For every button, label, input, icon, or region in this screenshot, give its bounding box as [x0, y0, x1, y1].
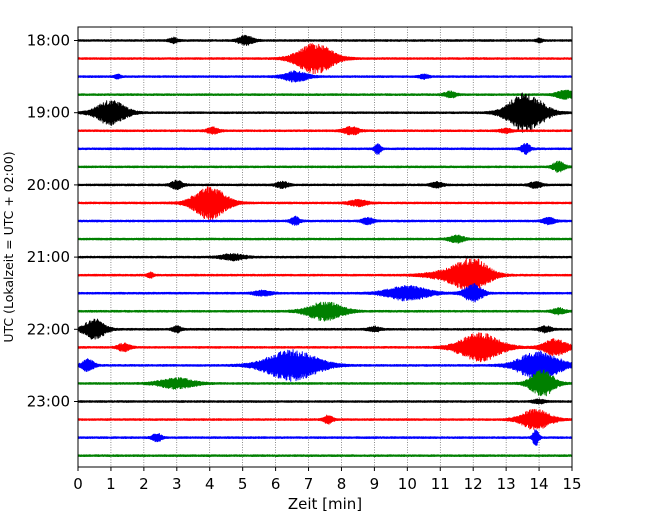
x-tick-label: 12	[464, 475, 483, 493]
trace-2315	[77, 408, 573, 430]
x-tick-label: 2	[139, 475, 149, 493]
plot-frame	[77, 26, 573, 468]
trace-2130	[77, 282, 573, 303]
x-tick-label: 10	[398, 475, 417, 493]
y-tick-label: 22:00	[27, 320, 70, 338]
trace-1815	[77, 43, 573, 75]
trace-1800	[77, 34, 573, 47]
seismic-traces	[77, 34, 573, 458]
vertical-gridlines	[110, 27, 540, 467]
trace-2030	[77, 215, 573, 226]
x-tick-label: 14	[530, 475, 549, 493]
trace-1845	[77, 89, 573, 100]
trace-2215	[77, 332, 573, 363]
x-tick-label: 1	[106, 475, 116, 493]
trace-2000	[77, 179, 573, 191]
x-tick-label: 6	[271, 475, 281, 493]
x-axis-label: Zeit [min]	[288, 495, 362, 513]
x-tick-label: 0	[73, 475, 83, 493]
trace-1930	[77, 142, 573, 156]
x-tick-label: 3	[172, 475, 182, 493]
trace-2145	[77, 301, 573, 322]
x-tick-label: 8	[337, 475, 347, 493]
trace-2115	[77, 258, 573, 293]
x-axis-ticks: 0 1 2 3 4 5 6 7 8 9 10 11 12 13 14 15	[73, 467, 582, 493]
trace-2200	[77, 318, 573, 340]
trace-2015	[77, 186, 573, 221]
x-tick-label: 11	[431, 475, 450, 493]
trace-2345	[77, 454, 573, 458]
trace-2245	[77, 369, 573, 397]
trace-2230	[77, 349, 573, 382]
trace-1945	[77, 160, 573, 173]
trace-2300	[77, 398, 573, 405]
trace-2045	[77, 234, 573, 244]
x-tick-label: 13	[497, 475, 516, 493]
x-tick-label: 5	[238, 475, 248, 493]
trace-2330	[77, 429, 573, 446]
y-tick-label: 20:00	[27, 176, 70, 194]
y-tick-label: 23:00	[27, 393, 70, 411]
x-tick-label: 9	[370, 475, 380, 493]
y-axis-label: UTC (Lokalzeit = UTC + 02:00)	[1, 151, 16, 342]
trace-2100	[77, 253, 573, 262]
x-tick-label: 15	[562, 475, 581, 493]
y-tick-label: 21:00	[27, 248, 70, 266]
x-tick-label: 4	[205, 475, 215, 493]
y-tick-label: 18:00	[27, 32, 70, 50]
trace-1915	[77, 125, 573, 136]
trace-1900	[77, 92, 573, 133]
y-axis-ticks: 18:00 19:00 20:00 21:00 22:00 23:00	[27, 32, 78, 411]
x-tick-label: 7	[304, 475, 314, 493]
y-tick-label: 19:00	[27, 104, 70, 122]
trace-1830	[77, 70, 573, 83]
